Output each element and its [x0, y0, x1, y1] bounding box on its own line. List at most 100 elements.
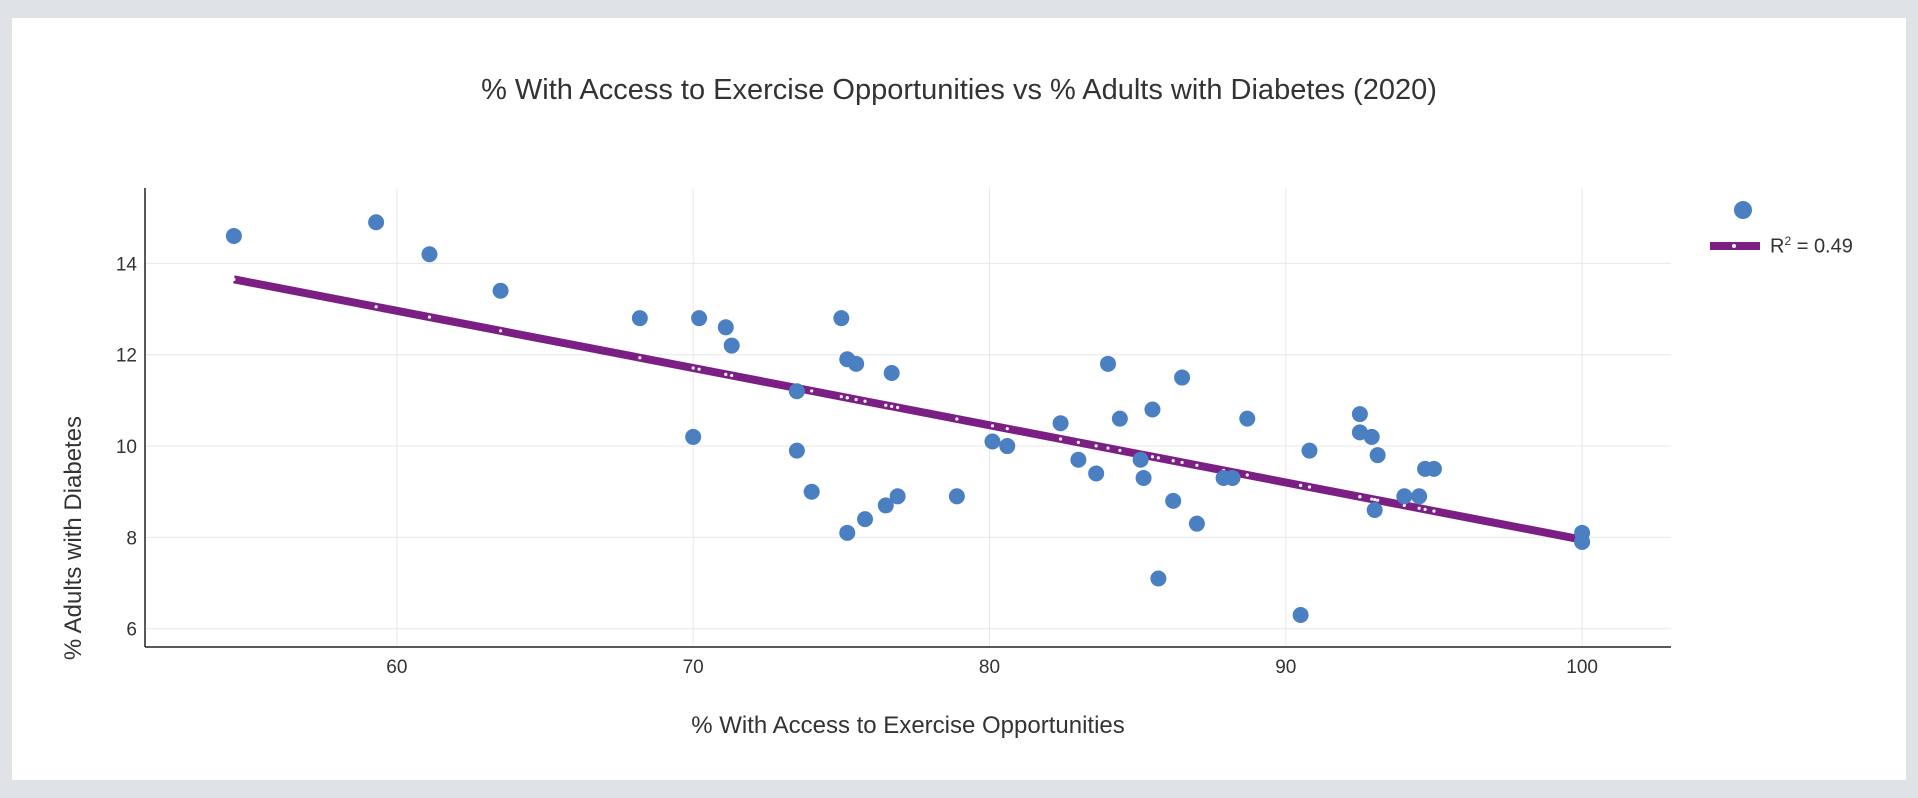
data-point: [1224, 470, 1241, 487]
data-point: [1070, 451, 1087, 468]
trendline-dot: [1417, 506, 1421, 510]
trendline-dot: [1076, 440, 1080, 445]
data-point: [717, 319, 734, 336]
data-point: [1150, 570, 1167, 587]
trendline-dot: [1156, 456, 1160, 460]
data-point: [1366, 501, 1383, 518]
x-tick-label: 90: [1275, 657, 1296, 678]
chart-title: % With Access to Exercise Opportunities …: [481, 74, 1437, 106]
data-point: [999, 438, 1016, 455]
x-tick-label: 100: [1566, 657, 1598, 678]
data-point: [833, 310, 850, 327]
data-point: [368, 214, 385, 231]
trendline-dot: [697, 367, 701, 371]
data-point: [1088, 465, 1105, 482]
data-point: [1239, 410, 1256, 427]
trendline-dot: [427, 315, 432, 319]
y-axis-title: % Adults with Diabetes: [60, 415, 87, 661]
y-tick-label: 10: [116, 437, 137, 458]
trendline-dot: [1171, 459, 1175, 463]
trendline-dot: [1307, 485, 1312, 489]
trendline-dot: [638, 356, 642, 360]
data-point: [1144, 401, 1161, 418]
trendline: [233, 275, 1583, 544]
data-point: [1111, 410, 1128, 427]
data-point: [225, 227, 242, 244]
data-point: [1301, 442, 1318, 459]
data-point: [1132, 451, 1149, 468]
data-point: [1188, 515, 1205, 532]
trendline-dot: [232, 277, 236, 281]
legend-marker-points[interactable]: [1734, 201, 1752, 219]
trendline-dot: [896, 405, 900, 410]
data-point: [877, 497, 894, 514]
trendline-dot: [990, 424, 995, 428]
trendline-dot: [854, 397, 858, 402]
chart-card: [12, 18, 1906, 780]
y-tick-label: 8: [126, 528, 137, 549]
trendline-dot: [955, 417, 959, 421]
trendline-dot: [1059, 437, 1063, 441]
data-point: [1425, 460, 1442, 477]
trendline-dot: [1299, 483, 1303, 487]
data-point: [691, 310, 708, 327]
x-axis-title: % With Access to Exercise Opportunities: [691, 712, 1125, 739]
trendline-dot: [1423, 507, 1427, 511]
trendline-dot: [1402, 503, 1406, 507]
data-point: [1396, 488, 1413, 505]
data-point: [848, 355, 865, 372]
data-point: [889, 488, 906, 505]
trendline-dot: [839, 395, 843, 399]
trendline-dot: [1094, 444, 1098, 448]
trendline-dot: [374, 305, 378, 309]
trendline-dot: [1150, 455, 1155, 459]
trendline-dot: [863, 399, 867, 403]
data-point: [839, 524, 856, 541]
legend-trendline-dot: [1732, 244, 1736, 248]
data-point: [803, 483, 820, 500]
data-point: [492, 282, 509, 299]
data-point: [1174, 369, 1191, 386]
y-tick-label: 12: [116, 346, 137, 367]
data-point: [631, 310, 648, 327]
data-point: [948, 488, 965, 505]
legend[interactable]: R2 = 0.49: [1708, 196, 1908, 266]
legend-trendline-swatch[interactable]: [1710, 242, 1760, 250]
trendline-dot: [498, 329, 503, 333]
data-point: [685, 428, 702, 445]
data-point: [1165, 492, 1182, 509]
y-tick-label: 14: [116, 254, 138, 275]
trendline-dot: [1118, 448, 1122, 453]
trendline-dot: [1373, 498, 1377, 502]
trendline-dot: [1245, 473, 1249, 477]
data-point: [1100, 355, 1117, 372]
data-point: [857, 511, 874, 528]
data-point: [421, 246, 438, 263]
data-point: [1411, 488, 1428, 505]
trendline-dot: [1106, 446, 1110, 450]
data-point: [1363, 428, 1380, 445]
legend-trendline-label[interactable]: R2 = 0.49: [1770, 234, 1853, 258]
trendline-dot: [691, 366, 695, 370]
trendline-dot: [1180, 460, 1184, 465]
trendline-dot: [1195, 463, 1199, 467]
trendline-dot: [1005, 427, 1009, 431]
trendline-dot: [730, 373, 734, 378]
data-point: [723, 337, 740, 354]
trendline-dot: [845, 396, 849, 400]
trendline-dot: [884, 403, 888, 407]
trendline-dot: [810, 389, 814, 393]
data-point: [788, 383, 805, 400]
trendline-dot: [724, 372, 728, 376]
legend-r-squared-value: 0.49: [1813, 235, 1853, 258]
trendline-dot: [1370, 497, 1374, 501]
data-point: [1135, 470, 1152, 487]
x-tick-label: 70: [683, 657, 704, 678]
data-point: [1292, 607, 1309, 624]
trendline-dot: [890, 404, 894, 408]
trendline-dot: [1376, 498, 1380, 502]
data-point: [1369, 447, 1386, 464]
data-point: [788, 442, 805, 459]
x-tick-label: 60: [386, 657, 407, 678]
